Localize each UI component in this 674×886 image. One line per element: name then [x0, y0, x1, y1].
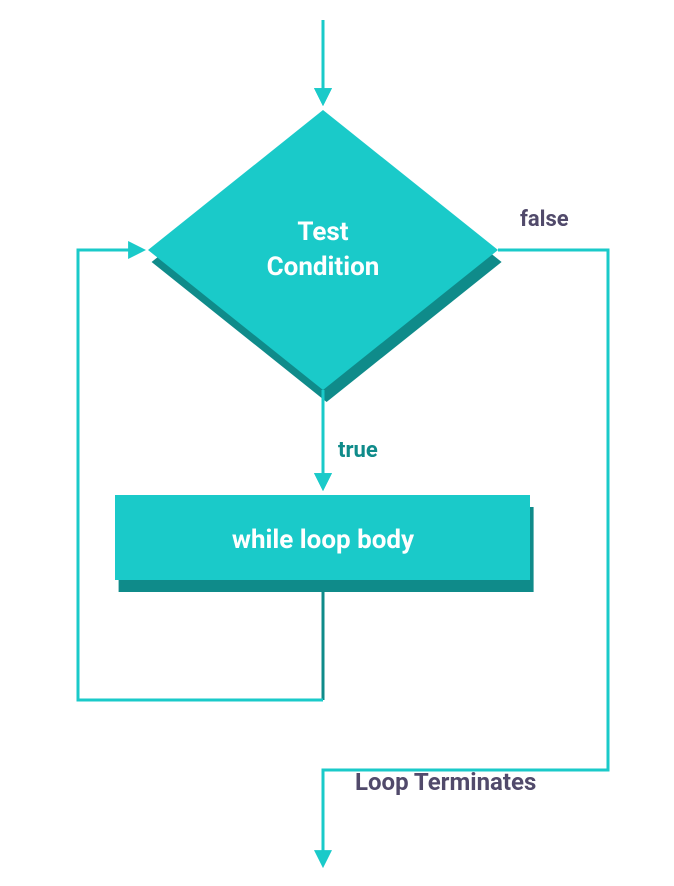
nodes: Test Condition while loop body [115, 110, 534, 592]
condition-node [148, 110, 498, 390]
edge-label-false_branch: false [520, 207, 569, 232]
body-label: while loop body [232, 525, 415, 555]
condition-label-line1: Test [297, 217, 348, 247]
edge-label-true_down: true [338, 438, 378, 463]
while-loop-flowchart: true false Test Condition while loop body Loo… [0, 0, 674, 886]
terminate-label: Loop Terminates [355, 768, 536, 796]
condition-label-line2: Condition [267, 252, 380, 282]
